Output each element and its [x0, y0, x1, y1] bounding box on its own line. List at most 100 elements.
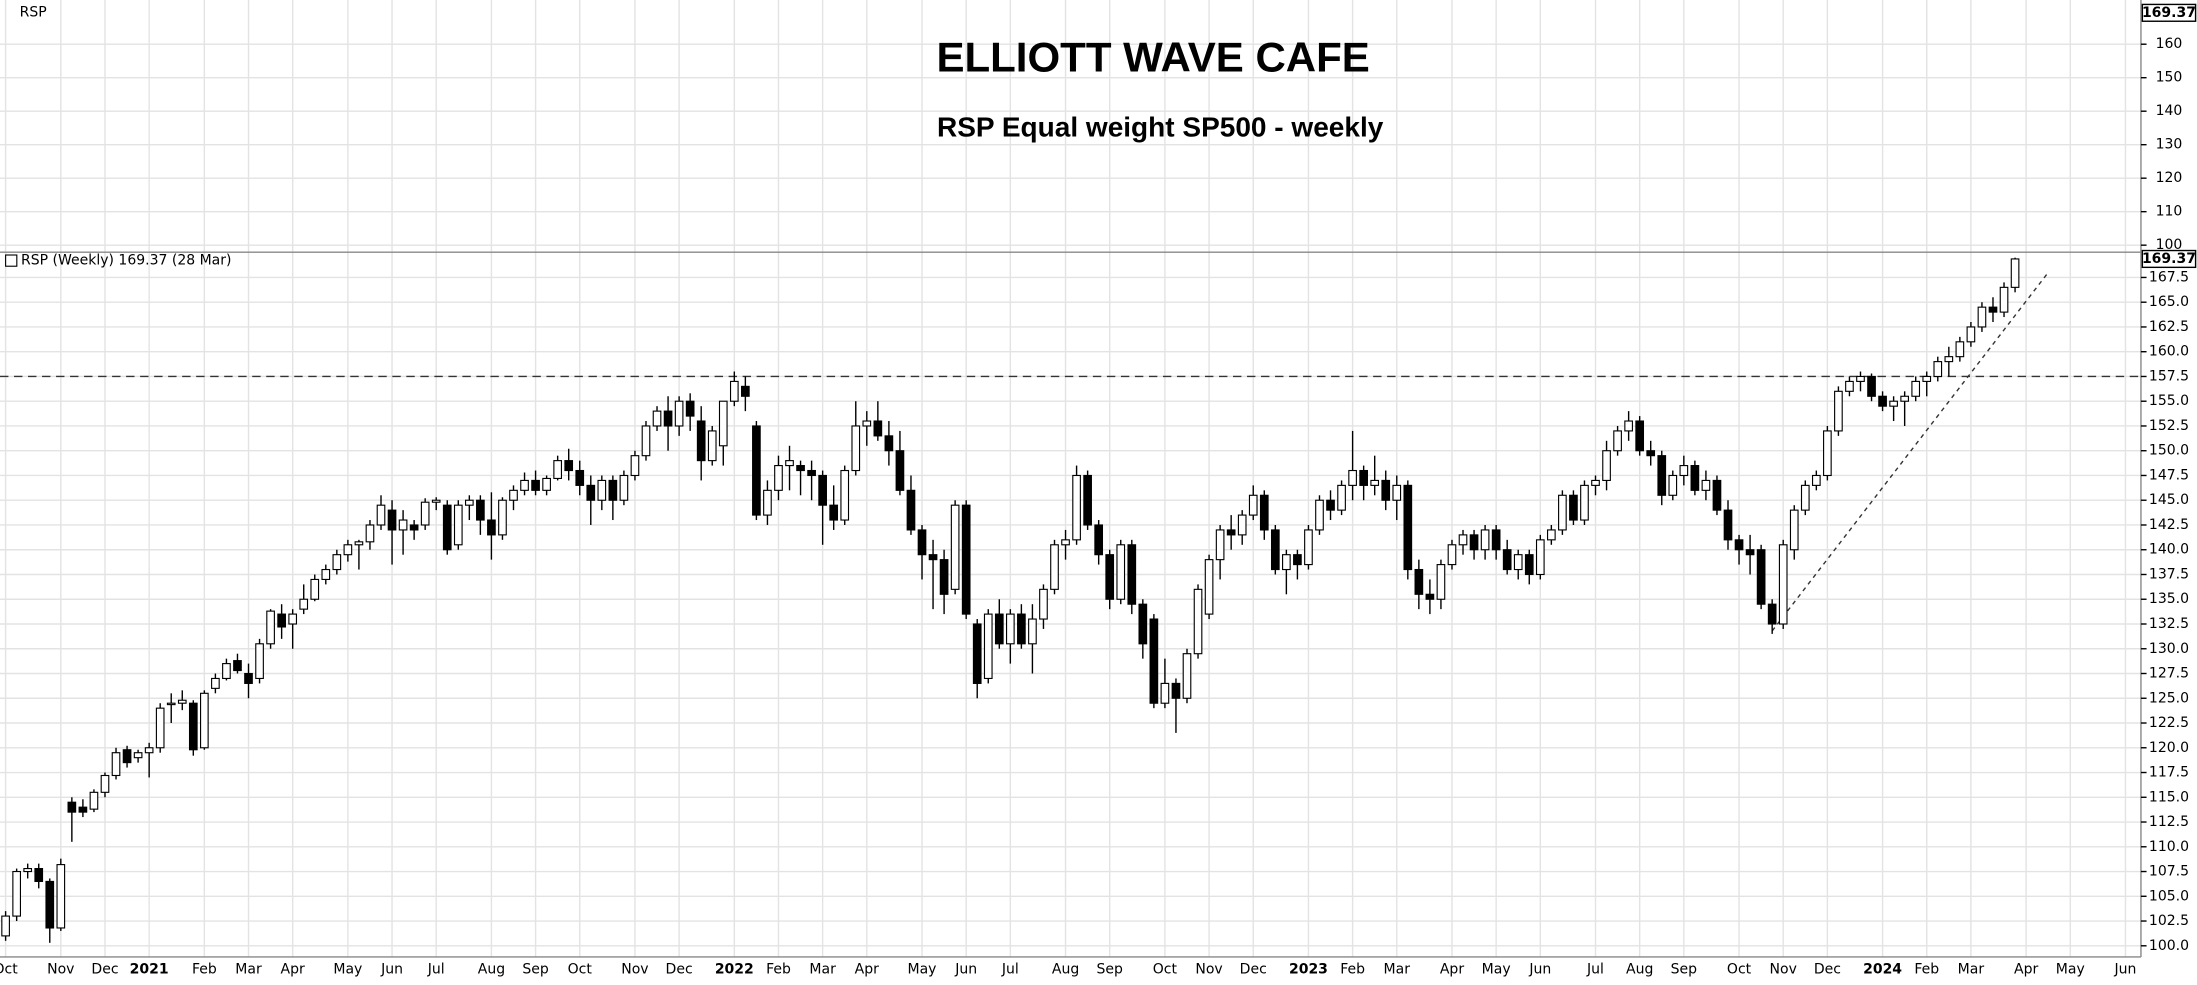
- candle-body: [332, 554, 342, 571]
- x-tick-label: May: [2056, 962, 2085, 978]
- candle-body: [376, 504, 386, 526]
- candle-body: [950, 504, 960, 590]
- x-tick-label: Jun: [380, 962, 403, 978]
- candle-body: [1072, 474, 1081, 541]
- candle-body: [796, 465, 805, 472]
- candle-body: [288, 613, 298, 625]
- candle-body: [255, 643, 264, 680]
- candle-body: [498, 499, 507, 536]
- candle-body: [1248, 494, 1258, 516]
- candle-body: [1558, 494, 1567, 531]
- candle-body: [1778, 544, 1788, 625]
- candle-body: [56, 864, 66, 929]
- candle-body: [1204, 559, 1214, 615]
- x-tick-label: Nov: [621, 962, 648, 978]
- x-tick-label: Dec: [91, 962, 118, 978]
- candle-body: [928, 554, 938, 561]
- candle-body: [1028, 618, 1037, 645]
- candle-body: [453, 504, 463, 546]
- y-tick-label: 167.5: [2149, 269, 2189, 285]
- x-tick-label: Jul: [427, 962, 445, 978]
- candle-body: [1999, 286, 2009, 313]
- y-tick-label: 152.5: [2149, 418, 2189, 434]
- candle-body: [939, 559, 949, 595]
- candle-body: [619, 474, 629, 501]
- candle-body: [277, 613, 286, 628]
- y-tick-label: 160.0: [2149, 344, 2189, 360]
- candle-body: [1337, 484, 1346, 511]
- x-tick-label: 2022: [715, 962, 754, 978]
- candle-body: [1823, 430, 1832, 477]
- x-tick-label: Jun: [2114, 962, 2137, 978]
- candle-body: [652, 410, 662, 427]
- candle-body: [1944, 356, 1954, 363]
- x-tick-label: Mar: [235, 962, 262, 978]
- candle-body: [1282, 554, 1291, 571]
- candle-body: [1061, 539, 1070, 546]
- candle-body: [188, 702, 198, 751]
- candle-body: [575, 469, 585, 486]
- x-tick-label: Aug: [478, 962, 505, 978]
- candle-body: [1138, 603, 1148, 645]
- y-tick-label: 120.0: [2149, 740, 2189, 756]
- candle-body: [1392, 484, 1402, 501]
- candle-body: [1922, 375, 1932, 382]
- candle-body: [1039, 588, 1048, 620]
- upper-last-price-tag: 169.37: [2142, 5, 2196, 21]
- y-tick-label: 130.0: [2149, 641, 2189, 657]
- candle-body: [177, 699, 187, 704]
- candle-body: [1591, 479, 1600, 486]
- candle-body: [1005, 613, 1015, 645]
- candle-body: [509, 489, 518, 501]
- y-tick-label: 132.5: [2149, 616, 2189, 632]
- candle-body: [431, 499, 441, 503]
- candle-body: [1745, 549, 1755, 556]
- candle-body: [1900, 395, 1910, 402]
- candle-body: [1569, 494, 1578, 521]
- candle-body: [641, 425, 651, 457]
- candle-body: [1635, 420, 1645, 452]
- candle-body: [464, 499, 474, 506]
- candle-body: [1535, 539, 1545, 576]
- candle-body: [1602, 450, 1611, 481]
- candle-body: [763, 489, 772, 516]
- y-tick-label: 125.0: [2149, 690, 2189, 706]
- candle-body: [420, 501, 430, 526]
- y-tick-label: 122.5: [2149, 715, 2189, 731]
- x-tick-label: Feb: [192, 962, 217, 978]
- y-tick-label: 130: [2156, 137, 2183, 153]
- legend-entry: RSP (Weekly) 169.37 (28 Mar): [21, 253, 231, 269]
- x-tick-label: 2024: [1863, 962, 1902, 978]
- candle-body: [299, 598, 309, 610]
- candle-body: [67, 801, 77, 813]
- x-tick-label: May: [908, 962, 937, 978]
- candle-body: [476, 499, 485, 521]
- candle-body: [1270, 529, 1280, 571]
- candle-body: [1834, 390, 1843, 432]
- y-tick-label: 142.5: [2149, 517, 2189, 533]
- candle-body: [1436, 564, 1446, 600]
- candle-body: [1, 915, 10, 937]
- x-tick-label: Feb: [1340, 962, 1365, 978]
- candle-body: [1226, 529, 1236, 536]
- candle-body: [100, 774, 110, 793]
- y-tick-label: 110.0: [2149, 839, 2189, 855]
- candle-body: [343, 544, 353, 556]
- candle-body: [785, 460, 794, 467]
- candle-body: [1215, 529, 1225, 561]
- candle-body: [155, 707, 165, 749]
- y-tick-label: 162.5: [2149, 319, 2189, 335]
- y-tick-label: 107.5: [2149, 864, 2189, 880]
- candle-body: [586, 484, 596, 501]
- candle-body: [78, 806, 88, 813]
- candle-body: [674, 400, 684, 427]
- y-tick-label: 137.5: [2149, 566, 2189, 582]
- candle-body: [564, 460, 574, 472]
- upper-last-price-tag-box: [2141, 3, 2197, 22]
- candle-body: [741, 385, 750, 397]
- y-tick-label: 140: [2156, 103, 2183, 119]
- candle-body: [1193, 588, 1203, 655]
- candle-body: [1348, 469, 1357, 486]
- y-tick-label: 117.5: [2149, 765, 2189, 781]
